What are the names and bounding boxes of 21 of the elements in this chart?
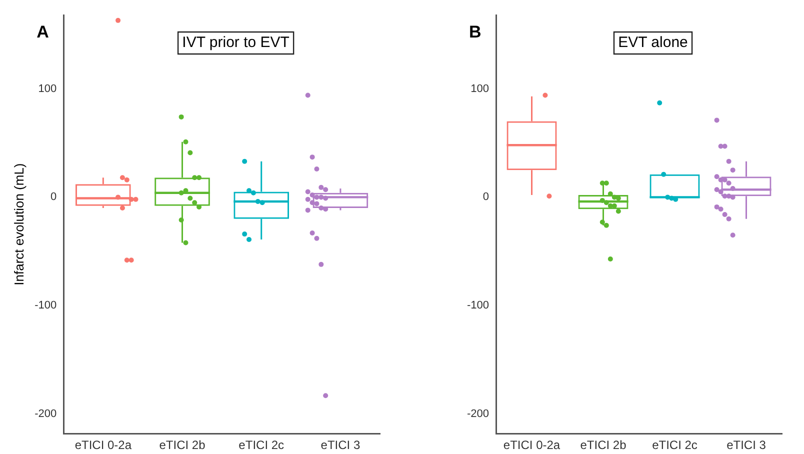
y-tick-label: -200 xyxy=(34,408,57,420)
x-tick-label: eTICI 2c xyxy=(652,438,698,452)
text: A xyxy=(36,22,49,42)
y-axis-title: Infarct evolution (mL) xyxy=(11,163,26,286)
y-tick-label: 100 xyxy=(470,82,490,95)
y-tick-label: 0 xyxy=(482,191,490,204)
x-tick-label: eTICI 0-2a xyxy=(74,438,132,452)
y-tick-label: 0 xyxy=(50,191,57,204)
y-tick-label: -100 xyxy=(466,300,490,312)
y-tick-label: -200 xyxy=(466,408,490,420)
y-tick-label: -100 xyxy=(34,300,57,312)
x-tick-label: eTICI 3 xyxy=(726,438,766,452)
x-tick-label: eTICI 2b xyxy=(159,438,206,452)
text: EVT alone xyxy=(618,34,688,52)
x-tick-label: eTICI 3 xyxy=(320,438,360,452)
x-tick-label: eTICI 2c xyxy=(238,438,284,452)
y-tick-label: 100 xyxy=(38,82,57,95)
text: IVT prior to EVT xyxy=(182,34,290,52)
x-tick-label: eTICI 2b xyxy=(580,438,627,452)
text: B xyxy=(469,22,482,42)
x-tick-label: eTICI 0-2a xyxy=(503,438,560,452)
